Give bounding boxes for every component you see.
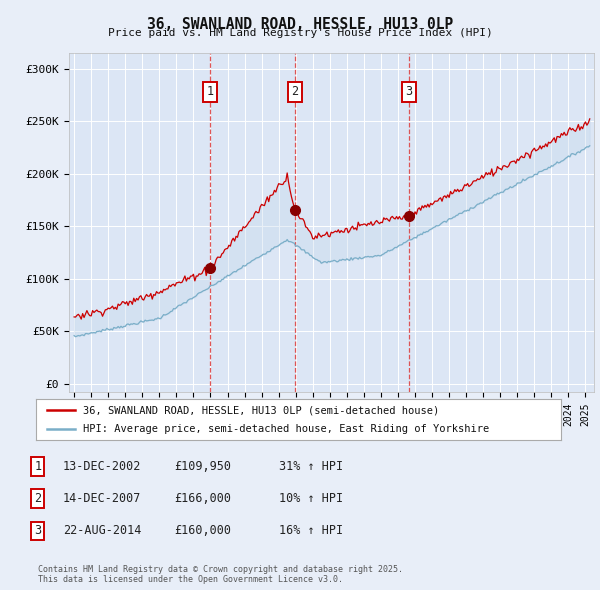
Text: 36, SWANLAND ROAD, HESSLE, HU13 0LP (semi-detached house): 36, SWANLAND ROAD, HESSLE, HU13 0LP (sem… <box>83 405 439 415</box>
Text: 22-AUG-2014: 22-AUG-2014 <box>63 525 142 537</box>
Text: HPI: Average price, semi-detached house, East Riding of Yorkshire: HPI: Average price, semi-detached house,… <box>83 424 490 434</box>
Text: 1: 1 <box>206 86 214 99</box>
Text: £160,000: £160,000 <box>174 525 231 537</box>
Text: 14-DEC-2007: 14-DEC-2007 <box>63 492 142 505</box>
Text: 16% ↑ HPI: 16% ↑ HPI <box>279 525 343 537</box>
Text: 10% ↑ HPI: 10% ↑ HPI <box>279 492 343 505</box>
Text: 13-DEC-2002: 13-DEC-2002 <box>63 460 142 473</box>
Text: 31% ↑ HPI: 31% ↑ HPI <box>279 460 343 473</box>
Text: 1: 1 <box>34 460 41 473</box>
Text: 3: 3 <box>406 86 412 99</box>
Text: 3: 3 <box>34 525 41 537</box>
Text: 2: 2 <box>292 86 299 99</box>
Text: 2: 2 <box>34 492 41 505</box>
Text: £109,950: £109,950 <box>174 460 231 473</box>
Text: 36, SWANLAND ROAD, HESSLE, HU13 0LP: 36, SWANLAND ROAD, HESSLE, HU13 0LP <box>147 17 453 31</box>
Text: £166,000: £166,000 <box>174 492 231 505</box>
Text: Contains HM Land Registry data © Crown copyright and database right 2025.
This d: Contains HM Land Registry data © Crown c… <box>38 565 403 584</box>
Text: Price paid vs. HM Land Registry's House Price Index (HPI): Price paid vs. HM Land Registry's House … <box>107 28 493 38</box>
